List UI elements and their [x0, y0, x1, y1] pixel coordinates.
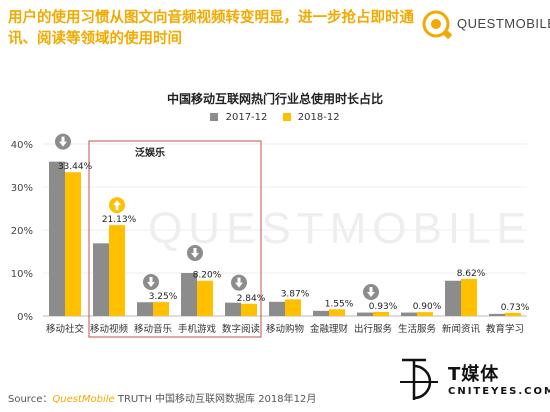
bar-2018: [329, 309, 345, 316]
x-tick-label: 移动音乐: [134, 323, 173, 335]
tmedia-logo-icon: [400, 358, 438, 400]
source-prefix: Source：: [8, 394, 53, 405]
logo-text: QUESTMOBILE: [457, 16, 550, 31]
bar-2018: [109, 225, 125, 316]
bar-2018: [197, 280, 213, 316]
y-tick-label: 10%: [11, 269, 33, 280]
x-tick-label: 数字阅读: [222, 323, 261, 335]
bar-2018: [417, 312, 433, 316]
legend-label-2017: 2017-12: [225, 112, 268, 123]
legend-label-2018: 2018-12: [297, 112, 340, 123]
x-tick-label: 教育学习: [486, 323, 524, 335]
y-tick-label: 20%: [11, 226, 33, 237]
data-label: 8.20%: [193, 271, 222, 281]
data-label: 0.73%: [501, 303, 530, 313]
bar-2018: [241, 303, 257, 316]
source-note: Source：QuestMobile TRUTH 中国移动互联网数据库 2018…: [8, 390, 316, 405]
x-tick-label: 移动购物: [266, 323, 305, 335]
bar-2017: [93, 243, 109, 316]
bar-2018: [65, 172, 81, 316]
y-tick-label: 0%: [17, 312, 33, 323]
y-tick-label: 40%: [11, 140, 33, 151]
legend-swatch-2017: [210, 113, 219, 121]
legend: 2017-12 2018-12: [0, 112, 550, 123]
bar-2017: [181, 273, 197, 316]
bar-2017: [401, 312, 417, 316]
annotation-box-label: 泛娱乐: [135, 146, 165, 159]
legend-item-2018: 2018-12: [282, 112, 340, 123]
headline: 用户的使用习惯从图文向音频视频转变明显，进一步抢占即时通讯、阅读等领域的使用时间: [8, 10, 414, 47]
trend-arrow-glyph: [113, 200, 121, 211]
data-label: 3.25%: [149, 292, 178, 302]
trend-arrow-glyph: [191, 248, 199, 258]
x-tick-label: 移动社交: [46, 323, 85, 335]
data-label: 3.87%: [281, 289, 310, 299]
trend-arrow-glyph: [59, 136, 67, 147]
x-tick-label: 手机游戏: [178, 323, 217, 335]
tmedia-logo: T媒体 CNITEYES.COM: [398, 352, 550, 407]
y-tick-label: 30%: [11, 183, 33, 194]
bar-2017: [357, 312, 373, 316]
trend-arrow-glyph: [235, 277, 243, 288]
source-brand: QuestMobile: [52, 394, 115, 405]
x-tick-label: 出行服务: [354, 323, 393, 335]
x-tick-label: 新闻资讯: [442, 323, 481, 335]
tmedia-title: T媒体: [448, 364, 500, 385]
bar-2018: [505, 312, 521, 316]
bar-2017: [225, 302, 241, 316]
questmobile-logo: QUESTMOBILE: [421, 8, 550, 42]
data-label: 0.90%: [413, 302, 442, 312]
bar-2017: [313, 310, 329, 316]
legend-swatch-2018: [282, 113, 291, 121]
bar-2017: [489, 313, 505, 316]
watermark-text: QUESTMOBILE: [148, 204, 532, 253]
source-rest: TRUTH 中国移动互联网数据库 2018年12月: [114, 394, 317, 405]
questmobile-logo-icon: [422, 10, 453, 40]
tmedia-subtitle: CNITEYES.COM: [448, 386, 550, 397]
legend-item-2017: 2017-12: [210, 112, 267, 123]
chart-title: 中国移动互联网热门行业总使用时长占比: [166, 92, 383, 106]
bar-2018: [461, 278, 477, 316]
bar-2017: [137, 302, 153, 316]
annotation-box: [88, 140, 262, 338]
bar-2017: [445, 280, 461, 316]
data-label: 2.84%: [237, 294, 266, 304]
data-label: 1.55%: [325, 299, 354, 309]
trend-arrow-glyph: [147, 277, 155, 288]
data-label: 33.44%: [58, 162, 93, 172]
data-label: 21.13%: [102, 215, 137, 225]
bar-2017: [49, 161, 65, 316]
bar-2018: [373, 312, 389, 316]
x-tick-label: 金融理财: [310, 323, 349, 335]
trend-arrow-glyph: [367, 287, 375, 298]
bar-2018: [285, 299, 301, 316]
bar-2018: [153, 302, 169, 316]
x-tick-label: 移动视频: [90, 323, 129, 335]
x-tick-label: 生活服务: [398, 323, 437, 335]
data-label: 0.93%: [369, 302, 398, 312]
bar-2017: [269, 301, 285, 316]
data-label: 8.62%: [457, 269, 486, 279]
